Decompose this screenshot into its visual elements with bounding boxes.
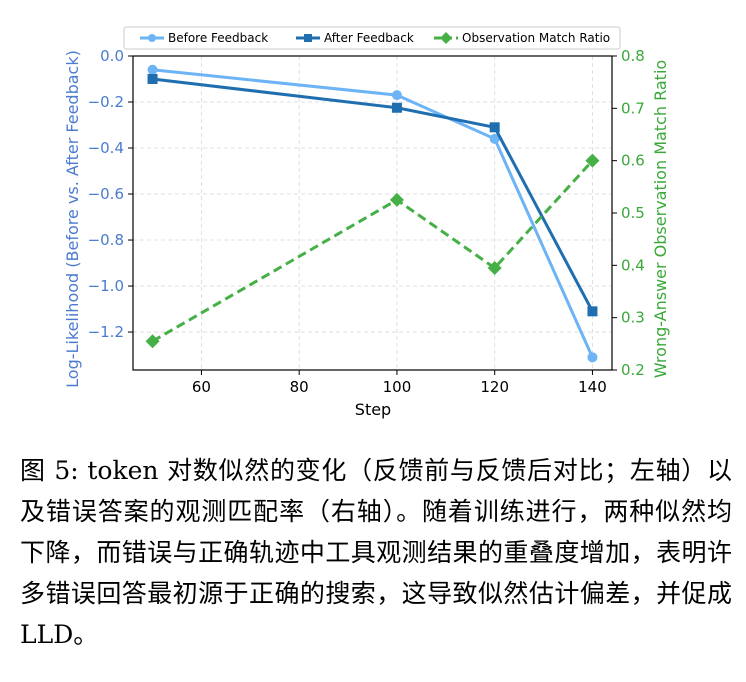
data-point [587, 306, 598, 317]
right-axis-label: Wrong-Answer Observation Match Ratio [651, 60, 670, 378]
data-point [585, 153, 600, 168]
right-tick-label: 0.8 [621, 47, 645, 65]
left-tick-label: −1.2 [88, 323, 124, 341]
grid [133, 55, 612, 370]
data-point [145, 334, 160, 349]
right-tick-label: 0.7 [621, 99, 645, 117]
x-axis-ticks: 60 80 100 120 140 [192, 370, 607, 396]
data-point [489, 122, 500, 133]
series-2 [145, 153, 600, 349]
legend: Before Feedback After Feedback Observation… [123, 26, 621, 50]
left-tick-label: −0.4 [88, 139, 124, 157]
right-tick-label: 0.2 [621, 361, 645, 379]
x-tick-label: 140 [578, 378, 607, 396]
right-tick-label: 0.6 [621, 152, 645, 170]
legend-label: Observation Match Ratio [462, 31, 610, 45]
series-line [152, 77, 594, 313]
left-axis-label: Log-Likelihood (Before vs. After Feedbac… [63, 50, 82, 388]
series-1 [147, 74, 598, 317]
left-tick-label: −1.0 [88, 277, 124, 295]
data-point [489, 133, 500, 144]
left-tick-label: −0.2 [88, 93, 124, 111]
series-line [151, 159, 594, 343]
legend-label: Before Feedback [168, 31, 268, 45]
left-tick-label: −0.8 [88, 231, 124, 249]
legend-label: After Feedback [324, 31, 414, 45]
figure-caption: 图 5: token 对数似然的变化（反馈前与反馈后对比；左轴）以及错误答案的观… [20, 456, 732, 649]
legend-swatch-marker [304, 34, 312, 42]
x-tick-label: 80 [290, 378, 309, 396]
series-layer [145, 64, 600, 363]
right-tick-label: 0.5 [621, 204, 645, 222]
x-axis-label: Step [355, 400, 391, 419]
right-tick-label: 0.3 [621, 309, 645, 327]
x-tick-label: 100 [383, 378, 412, 396]
x-tick-label: 60 [192, 378, 211, 396]
left-tick-label: −0.6 [88, 185, 124, 203]
right-tick-label: 0.4 [621, 256, 645, 274]
data-point [147, 64, 158, 75]
left-axis-ticks: 0.0 −0.2 −0.4 −0.6 −0.8 −1.0 −1.2 [88, 47, 133, 341]
left-tick-label: 0.0 [100, 47, 124, 65]
right-axis-ticks: 0.2 0.3 0.4 0.5 0.6 0.7 0.8 [612, 47, 645, 379]
chart: 0.0 −0.2 −0.4 −0.6 −0.8 −1.0 −1.2 0.2 0.3 0.4 0.5… [63, 26, 670, 419]
legend-swatch-marker [440, 32, 452, 44]
legend-box [123, 26, 621, 50]
data-point [147, 74, 158, 85]
data-point [391, 102, 402, 113]
data-point [391, 90, 402, 101]
data-point [389, 192, 404, 207]
data-point [587, 352, 598, 363]
x-tick-label: 120 [480, 378, 509, 396]
data-point [487, 260, 502, 275]
legend-swatch-marker [148, 34, 156, 42]
